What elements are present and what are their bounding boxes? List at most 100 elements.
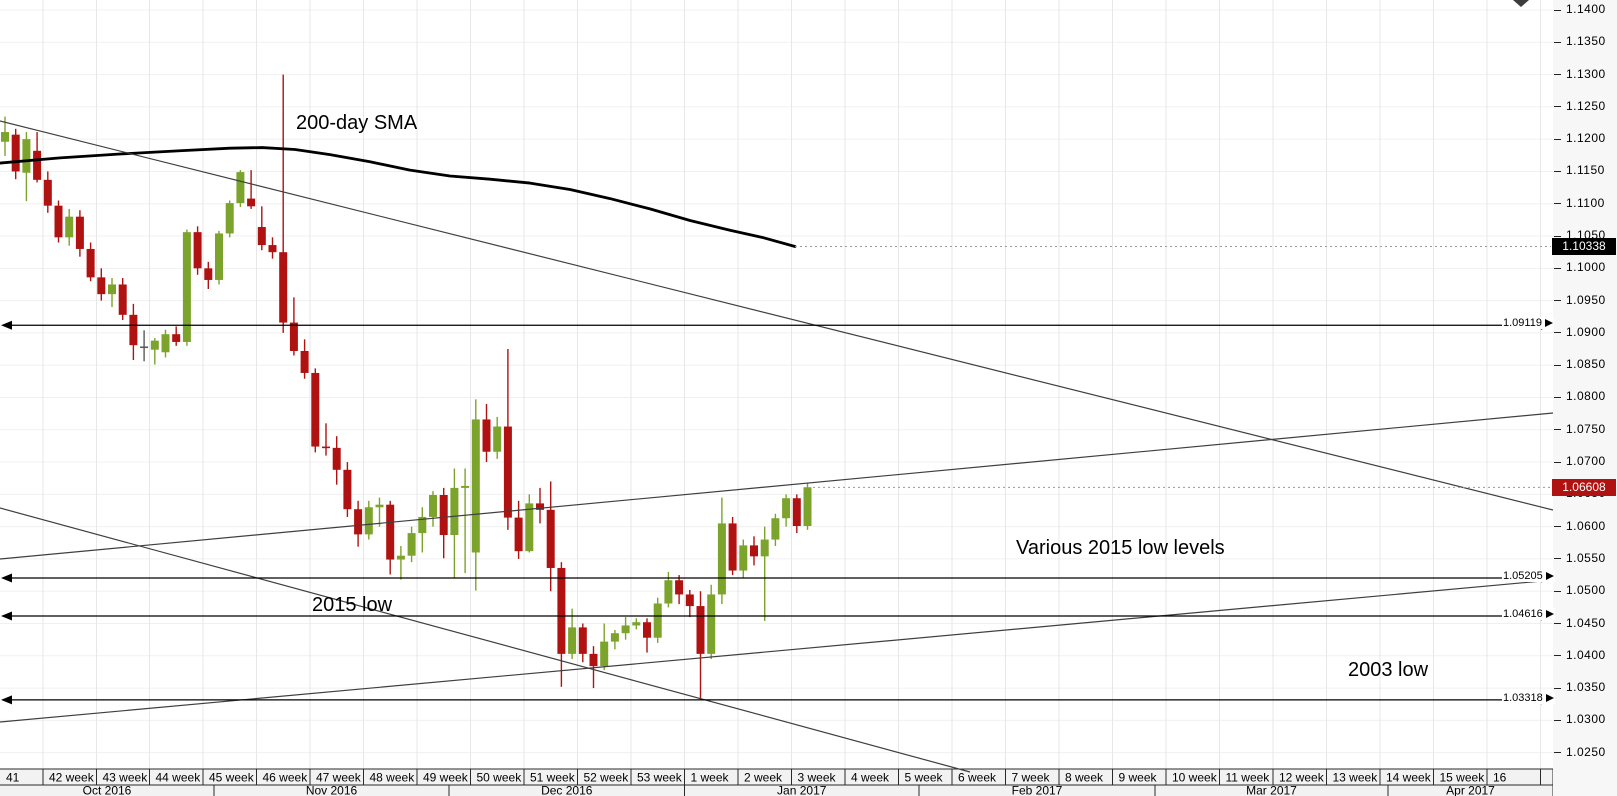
candle[interactable] — [632, 618, 641, 630]
candle[interactable] — [43, 171, 52, 213]
candle[interactable] — [750, 536, 758, 566]
candle[interactable] — [279, 74, 288, 333]
candle[interactable] — [108, 278, 116, 308]
candle[interactable] — [161, 329, 170, 358]
candle[interactable] — [418, 507, 427, 553]
candle[interactable] — [193, 226, 202, 275]
chart-shift-marker-icon[interactable] — [1513, 0, 1529, 7]
candle[interactable] — [33, 132, 42, 183]
candle[interactable] — [653, 597, 662, 643]
candle[interactable] — [471, 399, 480, 591]
candle-body — [225, 203, 234, 234]
y-axis-tick-label: 1.0750 — [1566, 421, 1606, 436]
candle[interactable] — [75, 210, 84, 257]
candle-body — [75, 216, 84, 249]
candle[interactable] — [386, 500, 395, 575]
candle[interactable] — [493, 416, 502, 459]
candle[interactable] — [707, 584, 716, 660]
candle[interactable] — [739, 539, 748, 579]
candle[interactable] — [621, 617, 630, 640]
candle[interactable] — [546, 481, 555, 592]
candle[interactable] — [407, 526, 416, 563]
candle[interactable] — [343, 462, 352, 517]
candle-body — [429, 494, 437, 517]
y-axis-tick — [1554, 687, 1561, 689]
candle[interactable] — [1, 116, 9, 156]
candle[interactable] — [354, 500, 363, 547]
candle[interactable] — [450, 468, 459, 578]
sma-line[interactable] — [0, 146, 797, 248]
candle[interactable] — [215, 230, 223, 285]
candle-body — [43, 179, 52, 206]
candle[interactable] — [482, 403, 491, 463]
candle[interactable] — [322, 423, 330, 456]
candle[interactable] — [461, 468, 470, 574]
y-axis-tick — [1554, 332, 1561, 334]
candle[interactable] — [685, 589, 694, 618]
candle[interactable] — [225, 200, 234, 238]
candle[interactable] — [760, 526, 769, 621]
candle[interactable] — [600, 623, 609, 671]
candle[interactable] — [696, 591, 705, 700]
price-axis[interactable]: 1.1400 1.1350 1.1300 1.1250 1.1200 1.1150 1.11… — [1553, 0, 1617, 796]
candle[interactable] — [118, 278, 127, 320]
level-price-text: 1.05205 — [1503, 569, 1543, 582]
candle[interactable] — [610, 629, 619, 650]
y-axis-tick-label: 1.0850 — [1566, 357, 1606, 372]
candle[interactable] — [247, 170, 256, 209]
candle[interactable] — [65, 208, 74, 246]
candle[interactable] — [396, 546, 405, 580]
trendline-0[interactable] — [0, 120, 1554, 511]
candle[interactable] — [782, 494, 791, 527]
candle[interactable] — [525, 494, 534, 553]
candle-body — [343, 469, 352, 510]
candle[interactable] — [257, 206, 266, 251]
candle[interactable] — [557, 562, 566, 687]
candle[interactable] — [140, 330, 149, 362]
candle[interactable] — [97, 268, 106, 301]
candle[interactable] — [803, 482, 812, 530]
week-label: 52 week — [584, 771, 630, 785]
candle[interactable] — [728, 516, 737, 576]
candle[interactable] — [172, 326, 181, 346]
candle-body — [621, 625, 630, 634]
week-label: 51 week — [530, 771, 576, 785]
time-axis-band[interactable] — [0, 769, 1553, 796]
candle[interactable] — [536, 487, 544, 524]
candle[interactable] — [150, 338, 159, 365]
candle[interactable] — [289, 297, 298, 356]
candle[interactable] — [268, 237, 277, 259]
week-label: 14 week — [1386, 771, 1432, 785]
candle[interactable] — [86, 242, 95, 282]
candle[interactable] — [568, 608, 577, 660]
candle[interactable] — [54, 200, 63, 243]
candle[interactable] — [792, 494, 801, 534]
candle[interactable] — [578, 623, 587, 663]
candle[interactable] — [311, 368, 320, 453]
trendline-3[interactable] — [0, 579, 1554, 723]
week-label: 10 week — [1172, 771, 1218, 785]
candle[interactable] — [182, 229, 191, 346]
candle[interactable] — [675, 575, 684, 605]
candle[interactable] — [589, 646, 598, 689]
candle[interactable] — [771, 513, 780, 547]
candle[interactable] — [11, 128, 20, 180]
candle[interactable] — [300, 339, 309, 379]
candle[interactable] — [204, 261, 213, 289]
candle[interactable] — [129, 303, 138, 361]
candle[interactable] — [643, 618, 651, 653]
candle-body — [546, 509, 555, 568]
candle[interactable] — [503, 349, 512, 530]
level-left-arrow-icon — [1, 611, 12, 621]
candle[interactable] — [429, 491, 437, 527]
trendline-2[interactable] — [0, 412, 1554, 560]
candle[interactable] — [439, 487, 448, 559]
candle[interactable] — [364, 500, 373, 540]
candle[interactable] — [332, 436, 341, 485]
candle[interactable] — [375, 497, 384, 527]
candle[interactable] — [22, 132, 31, 202]
trendline-1[interactable] — [0, 507, 971, 773]
candle[interactable] — [717, 497, 726, 605]
candle[interactable] — [236, 170, 245, 207]
